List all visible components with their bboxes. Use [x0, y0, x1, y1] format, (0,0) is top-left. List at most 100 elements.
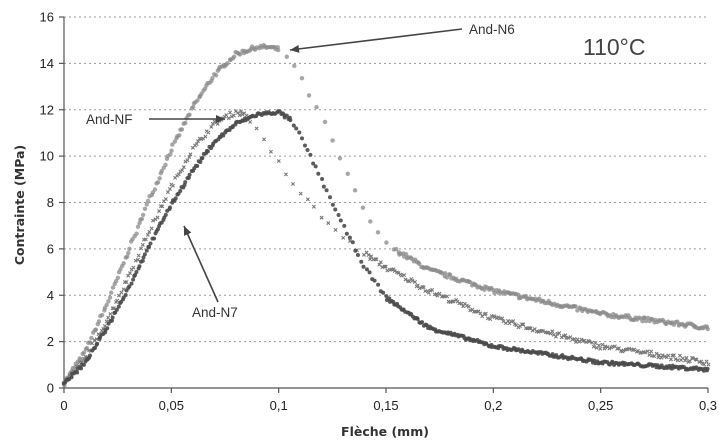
- series-and-n6-label: And-N6: [469, 22, 515, 37]
- data-point: [231, 113, 236, 118]
- data-point: [306, 93, 312, 98]
- data-point: [687, 359, 692, 364]
- data-point: [375, 230, 381, 235]
- data-point: [450, 299, 455, 304]
- data-point: [88, 353, 93, 358]
- data-point: [114, 307, 119, 312]
- data-point: [90, 341, 95, 346]
- data-point: [384, 294, 389, 299]
- data-point: [473, 309, 478, 314]
- data-point: [421, 285, 426, 290]
- data-point: [225, 61, 230, 66]
- data-point: [262, 137, 267, 142]
- data-point: [308, 152, 313, 157]
- data-point: [118, 267, 123, 272]
- data-point: [333, 227, 338, 232]
- data-point: [590, 340, 595, 345]
- data-point: [557, 331, 562, 336]
- data-point: [268, 149, 273, 154]
- data-point: [444, 275, 450, 280]
- data-point: [140, 242, 145, 247]
- data-point: [176, 172, 181, 177]
- data-point: [305, 197, 310, 202]
- data-point: [79, 366, 84, 371]
- data-point: [108, 311, 113, 316]
- data-point: [643, 318, 649, 324]
- data-point: [179, 127, 185, 132]
- data-point: [133, 258, 138, 263]
- data-point: [105, 326, 110, 331]
- data-point: [203, 134, 208, 139]
- data-point: [459, 301, 464, 306]
- data-point: [520, 322, 524, 327]
- data-point: [342, 223, 347, 228]
- data-point: [157, 176, 162, 181]
- data-point: [173, 196, 178, 201]
- data-point: [382, 264, 387, 269]
- data-point: [87, 340, 93, 345]
- data-point: [163, 162, 168, 168]
- data-point: [298, 191, 303, 196]
- data-point: [699, 359, 704, 364]
- data-point: [163, 212, 168, 217]
- data-series: [61, 43, 711, 388]
- data-point: [364, 267, 369, 272]
- data-point: [170, 183, 175, 188]
- data-point: [430, 287, 435, 292]
- data-point: [384, 240, 389, 245]
- data-point: [106, 299, 111, 304]
- x-tick-label: 0,25: [588, 398, 613, 413]
- data-point: [139, 216, 145, 222]
- data-point: [205, 149, 210, 154]
- data-point: [146, 244, 151, 249]
- data-point: [106, 315, 111, 320]
- data-point: [93, 327, 99, 332]
- data-point: [492, 315, 497, 320]
- x-tick-label: 0,2: [484, 398, 502, 413]
- data-point: [540, 329, 545, 334]
- data-point: [172, 139, 178, 144]
- data-point: [198, 160, 203, 165]
- data-point: [157, 209, 162, 214]
- data-point: [647, 353, 652, 358]
- data-point: [127, 246, 132, 252]
- data-point: [191, 104, 196, 110]
- data-point: [95, 341, 100, 346]
- tick-labels: 0 2 4 6 8 10 12 14 16 0 0,05 0,1 0,15 0,2 0,25 0,3: [40, 10, 718, 414]
- data-point: [483, 311, 488, 316]
- data-point: [168, 152, 173, 157]
- data-point: [360, 205, 366, 210]
- series-and-nf-label: And-NF: [86, 112, 133, 127]
- data-point: [160, 204, 165, 209]
- series-and-n7-arrow-line: [183, 225, 219, 303]
- data-point: [228, 110, 232, 115]
- data-point: [378, 260, 383, 265]
- data-point: [591, 344, 596, 349]
- data-point: [96, 319, 102, 324]
- data-point: [659, 355, 664, 360]
- y-tick-label: 4: [47, 288, 54, 303]
- data-point: [352, 188, 358, 193]
- data-point: [110, 315, 115, 320]
- data-point: [413, 280, 417, 284]
- series-and-n6-arrow-head: [290, 44, 300, 53]
- data-point: [403, 277, 408, 282]
- data-point: [275, 47, 281, 53]
- data-point: [129, 281, 134, 286]
- data-point: [669, 357, 673, 362]
- data-point: [656, 355, 661, 360]
- data-point: [654, 351, 659, 356]
- data-point: [148, 241, 153, 246]
- data-point: [311, 204, 316, 209]
- data-point: [338, 218, 343, 223]
- data-point: [330, 138, 335, 143]
- x-axis-title: Flèche (mm): [341, 424, 429, 439]
- data-point: [374, 257, 379, 262]
- data-point: [226, 116, 231, 121]
- data-point: [671, 353, 676, 358]
- data-point: [224, 113, 229, 118]
- data-point: [283, 172, 288, 177]
- data-point: [403, 252, 409, 257]
- data-point: [587, 339, 592, 344]
- data-point: [180, 168, 185, 173]
